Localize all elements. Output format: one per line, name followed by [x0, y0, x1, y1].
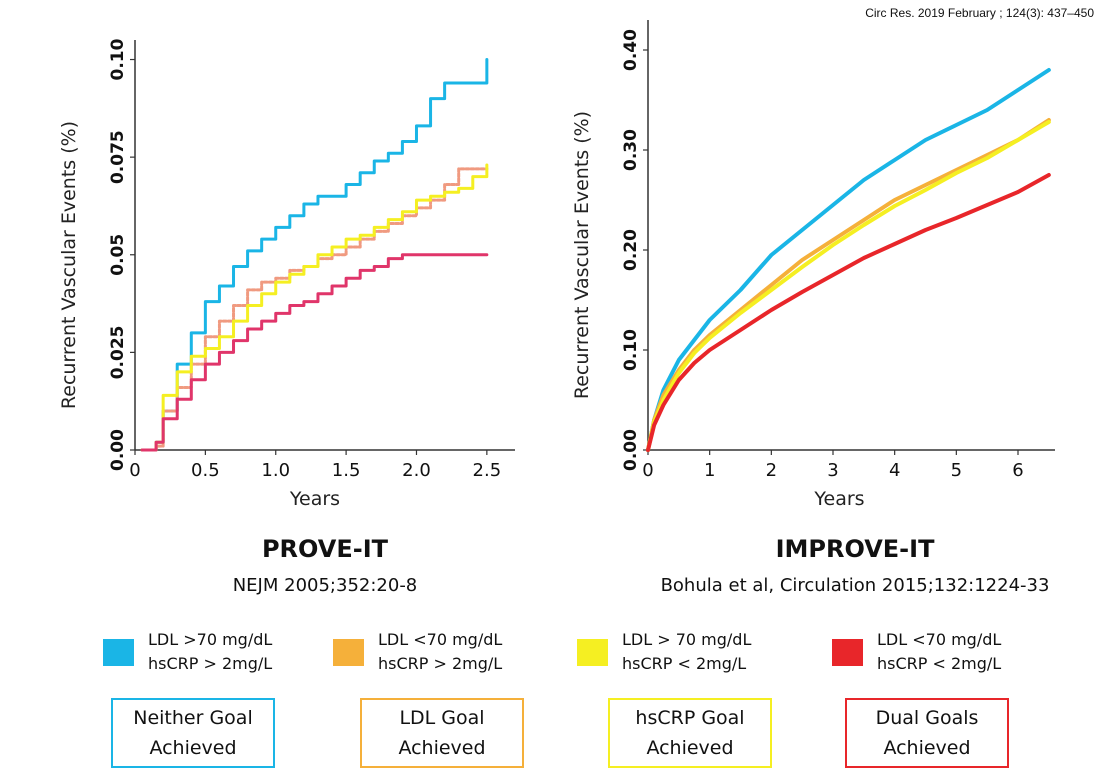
citation: Circ Res. 2019 February ; 124(3): 437–45… [865, 6, 1094, 20]
study-prove-it: PROVE-IT NEJM 2005;352:20-8 [135, 535, 515, 596]
x-tick-label: 2.5 [473, 460, 502, 481]
x-tick-label: 1 [704, 460, 715, 481]
y-tick-label: 0.30 [621, 129, 641, 171]
legend-swatch [103, 638, 134, 666]
series-line-dual-goals-achieved [646, 173, 1051, 452]
study-reference: Bohula et al, Circulation 2015;132:1224-… [660, 575, 1050, 596]
y-tick-label: 0.05 [108, 234, 128, 276]
series-line-hscrp-goal-achieved [140, 163, 489, 452]
x-tick-label: 0 [642, 460, 653, 481]
goal-box-neither: Neither Goal Achieved [111, 698, 275, 768]
goal-box-ldl: LDL Goal Achieved [360, 698, 524, 768]
y-tick-label: 0.40 [621, 29, 641, 71]
y-tick-label: 0.00 [108, 429, 128, 471]
y-tick-label: 0.00 [621, 429, 641, 471]
prove-it-chart: 0.00 0.025 0.05 0.075 0.10 0 0.5 1.0 1.5 2.0 2.5 Ye… [58, 38, 515, 510]
series-line-neither-goal-achieved [140, 58, 489, 452]
series-line-ldl-goal-achieved [646, 118, 1051, 452]
y-axis-title: Recurrent Vascular Events (%) [58, 121, 80, 409]
legend-label: LDL > 70 mg/dL hsCRP < 2mg/L [622, 630, 752, 673]
y-tick-label: 0.10 [108, 38, 128, 80]
goal-box-dual: Dual Goals Achieved [845, 698, 1009, 768]
x-axis-title: Years [289, 488, 340, 510]
study-title: IMPROVE-IT [775, 535, 935, 563]
study-title: PROVE-IT [261, 535, 389, 563]
y-tick-label: 0.10 [621, 329, 641, 371]
x-tick-label: 4 [889, 460, 900, 481]
x-tick-label: 2 [766, 460, 777, 481]
improve-it-chart: 0.00 0.10 0.20 0.30 0.40 0 1 2 3 4 5 6 Years Recurren… [571, 20, 1055, 510]
x-tick-label: 2.0 [402, 460, 431, 481]
x-tick-label: 0.5 [191, 460, 220, 481]
y-tick-label: 0.025 [108, 325, 128, 379]
legend-swatch [577, 638, 608, 666]
legend-label: LDL <70 mg/dL hsCRP < 2mg/L [877, 630, 1002, 673]
legend-swatch [333, 638, 364, 666]
x-tick-label: 3 [827, 460, 838, 481]
legend-item-ldl: LDL <70 mg/dL hsCRP > 2mg/L [333, 628, 502, 676]
legend-item-dual: LDL <70 mg/dL hsCRP < 2mg/L [832, 628, 1001, 676]
x-axis-title: Years [813, 488, 864, 510]
legend-item-hscrp: LDL > 70 mg/dL hsCRP < 2mg/L [577, 628, 751, 676]
x-tick-label: 1.5 [332, 460, 361, 481]
y-tick-label: 0.20 [621, 229, 641, 271]
x-tick-label: 6 [1012, 460, 1023, 481]
y-tick-label: 0.075 [108, 130, 128, 184]
study-improve-it: IMPROVE-IT Bohula et al, Circulation 201… [620, 535, 1090, 596]
series-line-dual-goals-achieved [140, 253, 489, 452]
x-tick-label: 5 [951, 460, 962, 481]
legend-label: LDL <70 mg/dL hsCRP > 2mg/L [378, 630, 503, 673]
x-tick-label: 0 [129, 460, 140, 481]
goal-box-hscrp: hsCRP Goal Achieved [608, 698, 772, 768]
legend-item-neither: LDL >70 mg/dL hsCRP > 2mg/L [103, 628, 272, 676]
legend-label: LDL >70 mg/dL hsCRP > 2mg/L [148, 630, 273, 673]
legend-swatch [832, 638, 863, 666]
series-line-ldl-goal-achieved [140, 167, 489, 452]
series-line-neither-goal-achieved [646, 68, 1051, 452]
study-reference: NEJM 2005;352:20-8 [232, 575, 418, 596]
series-line-hscrp-goal-achieved [646, 120, 1051, 452]
x-tick-label: 1.0 [261, 460, 290, 481]
y-axis-title: Recurrent Vascular Events (%) [571, 111, 593, 399]
